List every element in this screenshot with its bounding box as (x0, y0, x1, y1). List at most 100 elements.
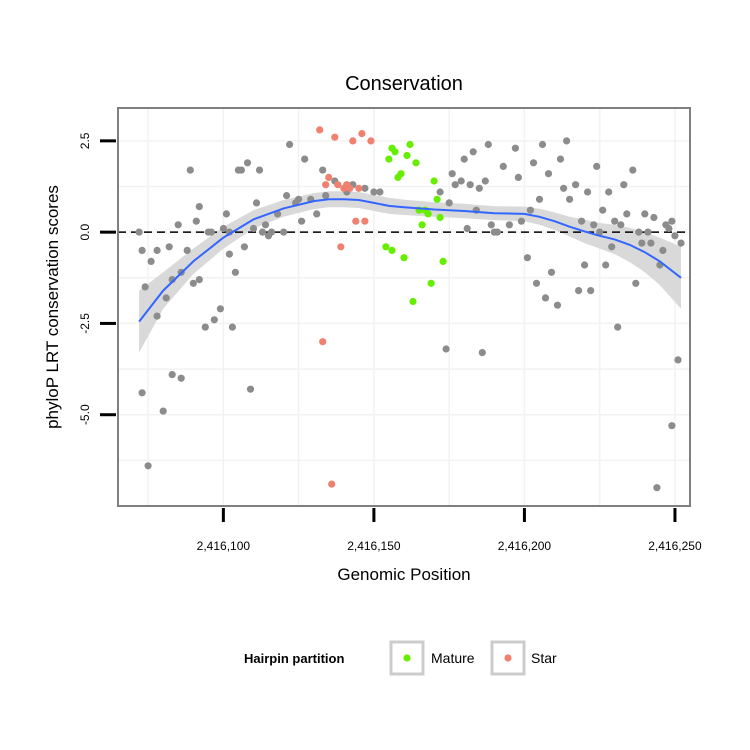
data-point-other (526, 206, 535, 214)
data-point-other (572, 181, 580, 189)
x-tick-label: 2,416,100 (197, 539, 251, 553)
data-point-other (210, 316, 218, 324)
data-point-other (457, 177, 465, 185)
data-point-other (541, 294, 550, 302)
data-point-star (319, 338, 327, 346)
data-point-other (228, 323, 236, 331)
data-point-mature (418, 221, 426, 229)
data-point-mature (391, 148, 399, 156)
data-point-other (499, 162, 507, 170)
data-point-other (168, 371, 176, 379)
data-point-other (650, 213, 658, 222)
data-point-other (547, 268, 556, 276)
data-point-other (529, 159, 538, 167)
data-point-other (135, 228, 143, 236)
data-point-other (286, 140, 294, 149)
data-point-other (593, 162, 601, 170)
series-other (135, 137, 685, 492)
data-point-other (674, 356, 682, 364)
panel-border (117, 107, 691, 507)
data-point-other (475, 184, 483, 192)
data-point-other (614, 323, 622, 331)
data-point-other (653, 484, 661, 492)
data-point-other (436, 188, 444, 196)
x-tick-label: 2,416,250 (648, 539, 702, 553)
data-points (135, 126, 685, 492)
y-axis-label: phyloP LRT conservation scores (43, 185, 62, 429)
chart-title: Conservation (345, 73, 463, 95)
data-point-star (346, 184, 354, 192)
data-point-other (222, 210, 230, 218)
data-point-other (192, 217, 200, 225)
series-mature (382, 140, 447, 306)
data-point-other (448, 170, 456, 178)
data-point-other (532, 279, 541, 287)
smooth-trend-line (138, 198, 682, 323)
data-point-mature (400, 254, 408, 262)
data-point-mature (433, 195, 441, 203)
data-point-other (644, 228, 652, 236)
data-point-other (514, 173, 523, 181)
data-point-mature (430, 177, 438, 185)
data-point-other (162, 294, 170, 302)
data-point-other (590, 221, 598, 229)
data-point-other (632, 279, 640, 287)
data-point-other (240, 243, 248, 251)
data-point-star (355, 184, 363, 192)
data-point-other (523, 254, 532, 262)
data-point-other (258, 228, 267, 236)
x-tick-label: 2,416,200 (498, 539, 552, 553)
data-point-star (325, 173, 333, 181)
data-point-star (361, 217, 369, 225)
legend-entry-star: Star (490, 640, 557, 676)
data-point-other (659, 246, 667, 254)
data-point-other (195, 276, 203, 284)
data-point-other (183, 246, 191, 254)
data-point-other (249, 224, 258, 233)
x-axis-label: Genomic Position (337, 565, 470, 584)
data-point-other (677, 239, 685, 247)
data-point-other (665, 224, 673, 233)
data-point-other (219, 224, 227, 233)
data-point-mature (397, 170, 405, 178)
axes: 2,416,100 2,416,150 2,416,200 2,416,250 -5.0… (78, 132, 702, 553)
data-point-star (349, 137, 357, 145)
data-point-other (511, 144, 519, 152)
data-point-other (295, 195, 303, 203)
data-point-star (337, 243, 345, 251)
y-tick-label: 2.5 (78, 132, 92, 149)
data-point-mature (439, 257, 447, 265)
data-point-other (141, 283, 149, 291)
data-point-other (608, 243, 616, 251)
data-point-star (358, 130, 366, 138)
data-point-other (566, 195, 574, 203)
data-point-other (578, 217, 586, 225)
data-point-other (246, 385, 255, 393)
data-point-other (575, 287, 583, 295)
data-point-other (280, 228, 288, 236)
data-point-star (322, 181, 330, 189)
data-point-other (635, 228, 643, 236)
data-point-other (668, 217, 676, 225)
data-point-other (556, 155, 565, 163)
data-point-other (243, 159, 252, 167)
data-point-other (493, 228, 501, 236)
data-point-star (334, 181, 342, 189)
data-point-other (638, 239, 646, 247)
legend-title: Hairpin partition (244, 651, 344, 666)
data-point-star (316, 126, 324, 134)
data-point-other (207, 228, 215, 236)
y-tick-label: -5.0 (78, 404, 92, 425)
legend-entry-label: Star (531, 650, 557, 666)
data-point-mature (427, 279, 435, 287)
data-point-other (535, 195, 544, 203)
data-point-mature (424, 210, 432, 218)
data-point-other (225, 250, 233, 258)
data-point-mature (406, 140, 414, 149)
legend-entries: Mature Star (389, 640, 557, 676)
data-point-other (177, 374, 185, 382)
data-point-other (252, 199, 261, 207)
data-point-other (322, 192, 330, 200)
data-point-other (505, 221, 513, 229)
